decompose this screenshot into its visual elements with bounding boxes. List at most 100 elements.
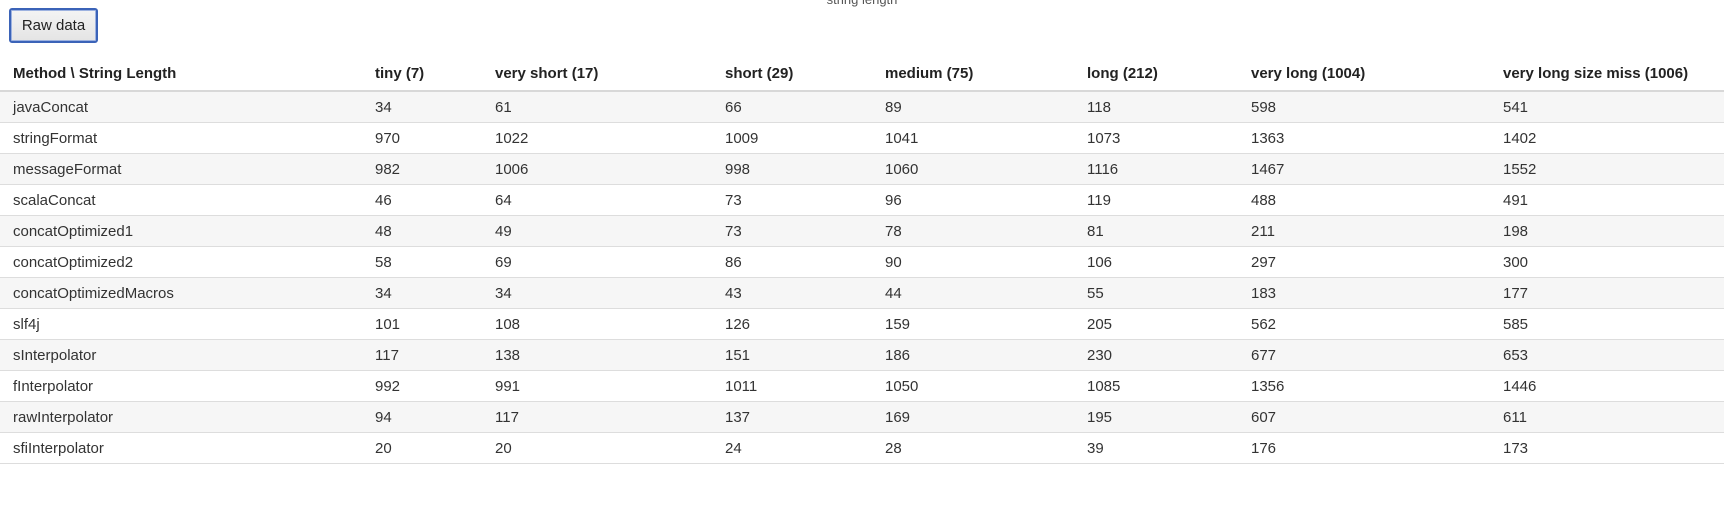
value-cell: 20	[362, 432, 482, 464]
column-header: very long (1004)	[1238, 57, 1490, 92]
value-cell: 108	[482, 308, 712, 340]
table-row: slf4j 101 108 126 159 205 562 585	[0, 308, 1724, 340]
value-cell: 491	[1490, 184, 1724, 216]
value-cell: 159	[872, 308, 1074, 340]
column-header: long (212)	[1074, 57, 1238, 92]
value-cell: 69	[482, 246, 712, 278]
method-name-cell: concatOptimized2	[0, 246, 362, 278]
table-row: rawInterpolator 94 117 137 169 195 607 611	[0, 401, 1724, 433]
table-row: javaConcat 34 61 66 89 118 598 541	[0, 91, 1724, 123]
results-table: Method \ String Length tiny (7) very short…	[0, 57, 1724, 464]
method-name-cell: sfiInterpolator	[0, 432, 362, 464]
value-cell: 90	[872, 246, 1074, 278]
column-header: tiny (7)	[362, 57, 482, 92]
value-cell: 39	[1074, 432, 1238, 464]
value-cell: 73	[712, 215, 872, 247]
value-cell: 43	[712, 277, 872, 309]
value-cell: 46	[362, 184, 482, 216]
value-cell: 89	[872, 91, 1074, 123]
value-cell: 585	[1490, 308, 1724, 340]
value-cell: 126	[712, 308, 872, 340]
value-cell: 541	[1490, 91, 1724, 123]
value-cell: 117	[362, 339, 482, 371]
table-row: concatOptimized2 58 69 86 90 106 297 300	[0, 246, 1724, 278]
value-cell: 24	[712, 432, 872, 464]
value-cell: 176	[1238, 432, 1490, 464]
value-cell: 151	[712, 339, 872, 371]
value-cell: 34	[482, 277, 712, 309]
value-cell: 488	[1238, 184, 1490, 216]
table-row: sfiInterpolator 20 20 24 28 39 176 173	[0, 432, 1724, 464]
value-cell: 211	[1238, 215, 1490, 247]
value-cell: 138	[482, 339, 712, 371]
table-row: stringFormat 970 1022 1009 1041 1073 1363 1402	[0, 122, 1724, 154]
value-cell: 300	[1490, 246, 1724, 278]
table-body: javaConcat 34 61 66 89 118 598 541 stringFormat 9…	[0, 91, 1724, 464]
value-cell: 137	[712, 401, 872, 433]
value-cell: 1009	[712, 122, 872, 154]
value-cell: 1060	[872, 153, 1074, 185]
value-cell: 1402	[1490, 122, 1724, 154]
column-header: short (29)	[712, 57, 872, 92]
value-cell: 1085	[1074, 370, 1238, 402]
value-cell: 44	[872, 277, 1074, 309]
value-cell: 34	[362, 277, 482, 309]
value-cell: 81	[1074, 215, 1238, 247]
table-row: scalaConcat 46 64 73 96 119 488 491	[0, 184, 1724, 216]
value-cell: 78	[872, 215, 1074, 247]
value-cell: 562	[1238, 308, 1490, 340]
method-name-cell: concatOptimized1	[0, 215, 362, 247]
value-cell: 20	[482, 432, 712, 464]
method-name-cell: javaConcat	[0, 91, 362, 123]
value-cell: 982	[362, 153, 482, 185]
value-cell: 677	[1238, 339, 1490, 371]
raw-data-button[interactable]: Raw data	[9, 8, 98, 43]
column-header: very long size miss (1006)	[1490, 57, 1724, 92]
value-cell: 1006	[482, 153, 712, 185]
value-cell: 1467	[1238, 153, 1490, 185]
value-cell: 198	[1490, 215, 1724, 247]
value-cell: 186	[872, 339, 1074, 371]
method-name-cell: sInterpolator	[0, 339, 362, 371]
value-cell: 119	[1074, 184, 1238, 216]
chart-axis-caption: string length	[0, 0, 1724, 7]
value-cell: 58	[362, 246, 482, 278]
table-row: sInterpolator 117 138 151 186 230 677 653	[0, 339, 1724, 371]
results-table-container: Method \ String Length tiny (7) very short…	[0, 57, 1724, 464]
value-cell: 1041	[872, 122, 1074, 154]
table-row: concatOptimized1 48 49 73 78 81 211 198	[0, 215, 1724, 247]
value-cell: 653	[1490, 339, 1724, 371]
value-cell: 998	[712, 153, 872, 185]
value-cell: 183	[1238, 277, 1490, 309]
value-cell: 607	[1238, 401, 1490, 433]
value-cell: 297	[1238, 246, 1490, 278]
value-cell: 101	[362, 308, 482, 340]
value-cell: 177	[1490, 277, 1724, 309]
method-name-cell: scalaConcat	[0, 184, 362, 216]
method-name-cell: concatOptimizedMacros	[0, 277, 362, 309]
value-cell: 1011	[712, 370, 872, 402]
value-cell: 34	[362, 91, 482, 123]
value-cell: 1363	[1238, 122, 1490, 154]
value-cell: 970	[362, 122, 482, 154]
value-cell: 195	[1074, 401, 1238, 433]
method-name-cell: rawInterpolator	[0, 401, 362, 433]
value-cell: 49	[482, 215, 712, 247]
value-cell: 94	[362, 401, 482, 433]
value-cell: 61	[482, 91, 712, 123]
method-name-cell: slf4j	[0, 308, 362, 340]
value-cell: 598	[1238, 91, 1490, 123]
value-cell: 1446	[1490, 370, 1724, 402]
column-header: very short (17)	[482, 57, 712, 92]
value-cell: 1356	[1238, 370, 1490, 402]
table-header: Method \ String Length tiny (7) very short…	[0, 57, 1724, 92]
value-cell: 173	[1490, 432, 1724, 464]
table-row: concatOptimizedMacros 34 34 43 44 55 183 177	[0, 277, 1724, 309]
value-cell: 117	[482, 401, 712, 433]
value-cell: 205	[1074, 308, 1238, 340]
value-cell: 48	[362, 215, 482, 247]
value-cell: 1050	[872, 370, 1074, 402]
value-cell: 118	[1074, 91, 1238, 123]
value-cell: 96	[872, 184, 1074, 216]
method-name-cell: stringFormat	[0, 122, 362, 154]
